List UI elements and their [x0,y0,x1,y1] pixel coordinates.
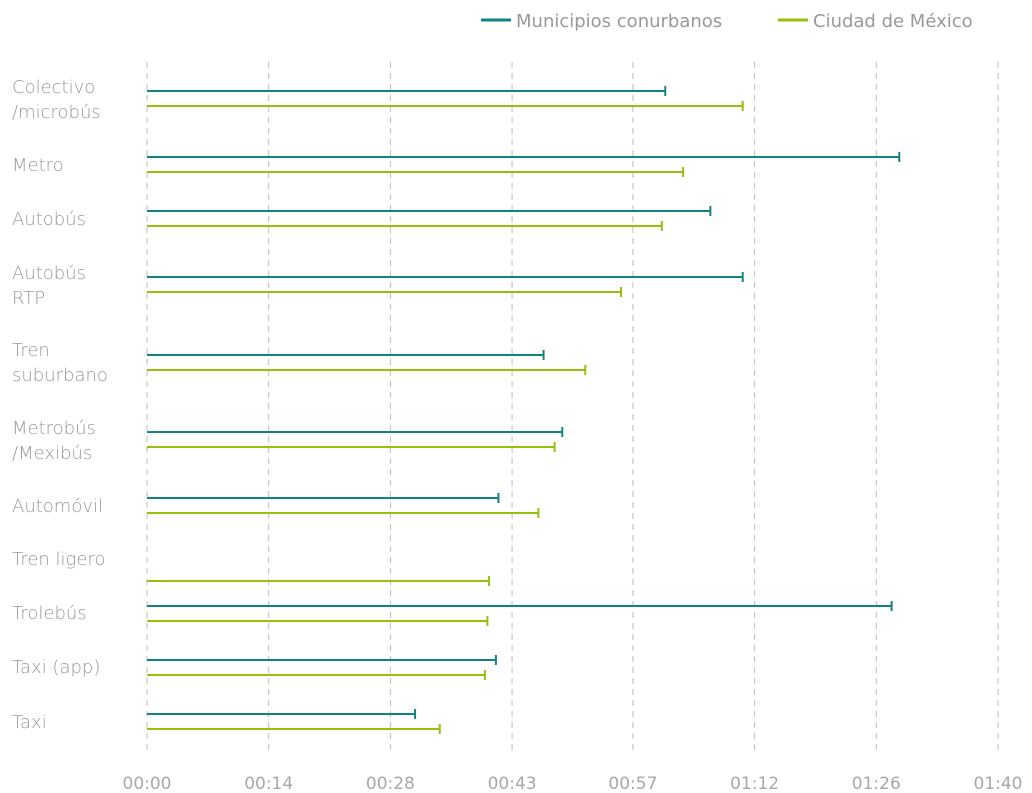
category-label-line: Trolebús [12,603,87,624]
x-tick-label-6: 01:26 [852,774,901,793]
category-label-4: Tren suburbano [12,340,108,386]
legend: Municipios conurbanos Ciudad de México [481,11,973,32]
legend-label-0: Municipios conurbanos [516,11,722,32]
x-tick-label-7: 01:40 [974,774,1023,793]
category-label-line: Tren ligero [12,549,105,570]
category-label-line: Colectivo [12,77,95,98]
x-tick-label-4: 00:57 [608,774,657,793]
x-tick-label-2: 00:28 [366,774,415,793]
x-tick-label-0: 00:00 [123,774,172,793]
category-label-line: Autobús [12,209,86,230]
x-tick-label-5: 01:12 [730,774,779,793]
bars [147,86,901,734]
category-label-line: Autobús [12,263,86,284]
category-label-6: Automóvil [12,496,103,517]
category-label-line: Metro [12,155,64,176]
x-tick-label-3: 00:43 [488,774,537,793]
category-label-1: Metro [12,155,64,176]
category-label-0: Colectivo/microbús [12,77,101,123]
category-label-8: Trolebús [12,603,87,624]
category-label-line: Taxi [12,712,47,733]
category-label-line: Tren [12,340,50,361]
category-label-3: Autobús RTP [12,263,86,309]
category-label-7: Tren ligero [12,549,105,570]
category-label-5: Metrobús/Mexibús [12,418,96,464]
grid [146,62,999,755]
category-label-line: Metrobús [12,418,96,439]
category-label-line: Taxi (app) [12,657,100,678]
category-label-2: Autobús [12,209,86,230]
x-tick-label-1: 00:14 [244,774,293,793]
x-axis-ticks: 00:00 00:14 00:28 00:43 00:57 01:12 01:26 01:40 [123,774,1023,793]
legend-label-1: Ciudad de México [813,11,973,32]
category-label-line: /Mexibús [12,443,92,464]
category-label-line: Automóvil [12,496,103,517]
category-label-10: Taxi [12,712,47,733]
category-label-line: /microbús [12,102,101,123]
category-label-line: RTP [12,288,45,309]
category-label-line: suburbano [12,365,108,386]
category-label-9: Taxi (app) [12,657,100,678]
category-labels: Colectivo/microbús Metro Autobús Autobús RTP… [12,77,108,733]
